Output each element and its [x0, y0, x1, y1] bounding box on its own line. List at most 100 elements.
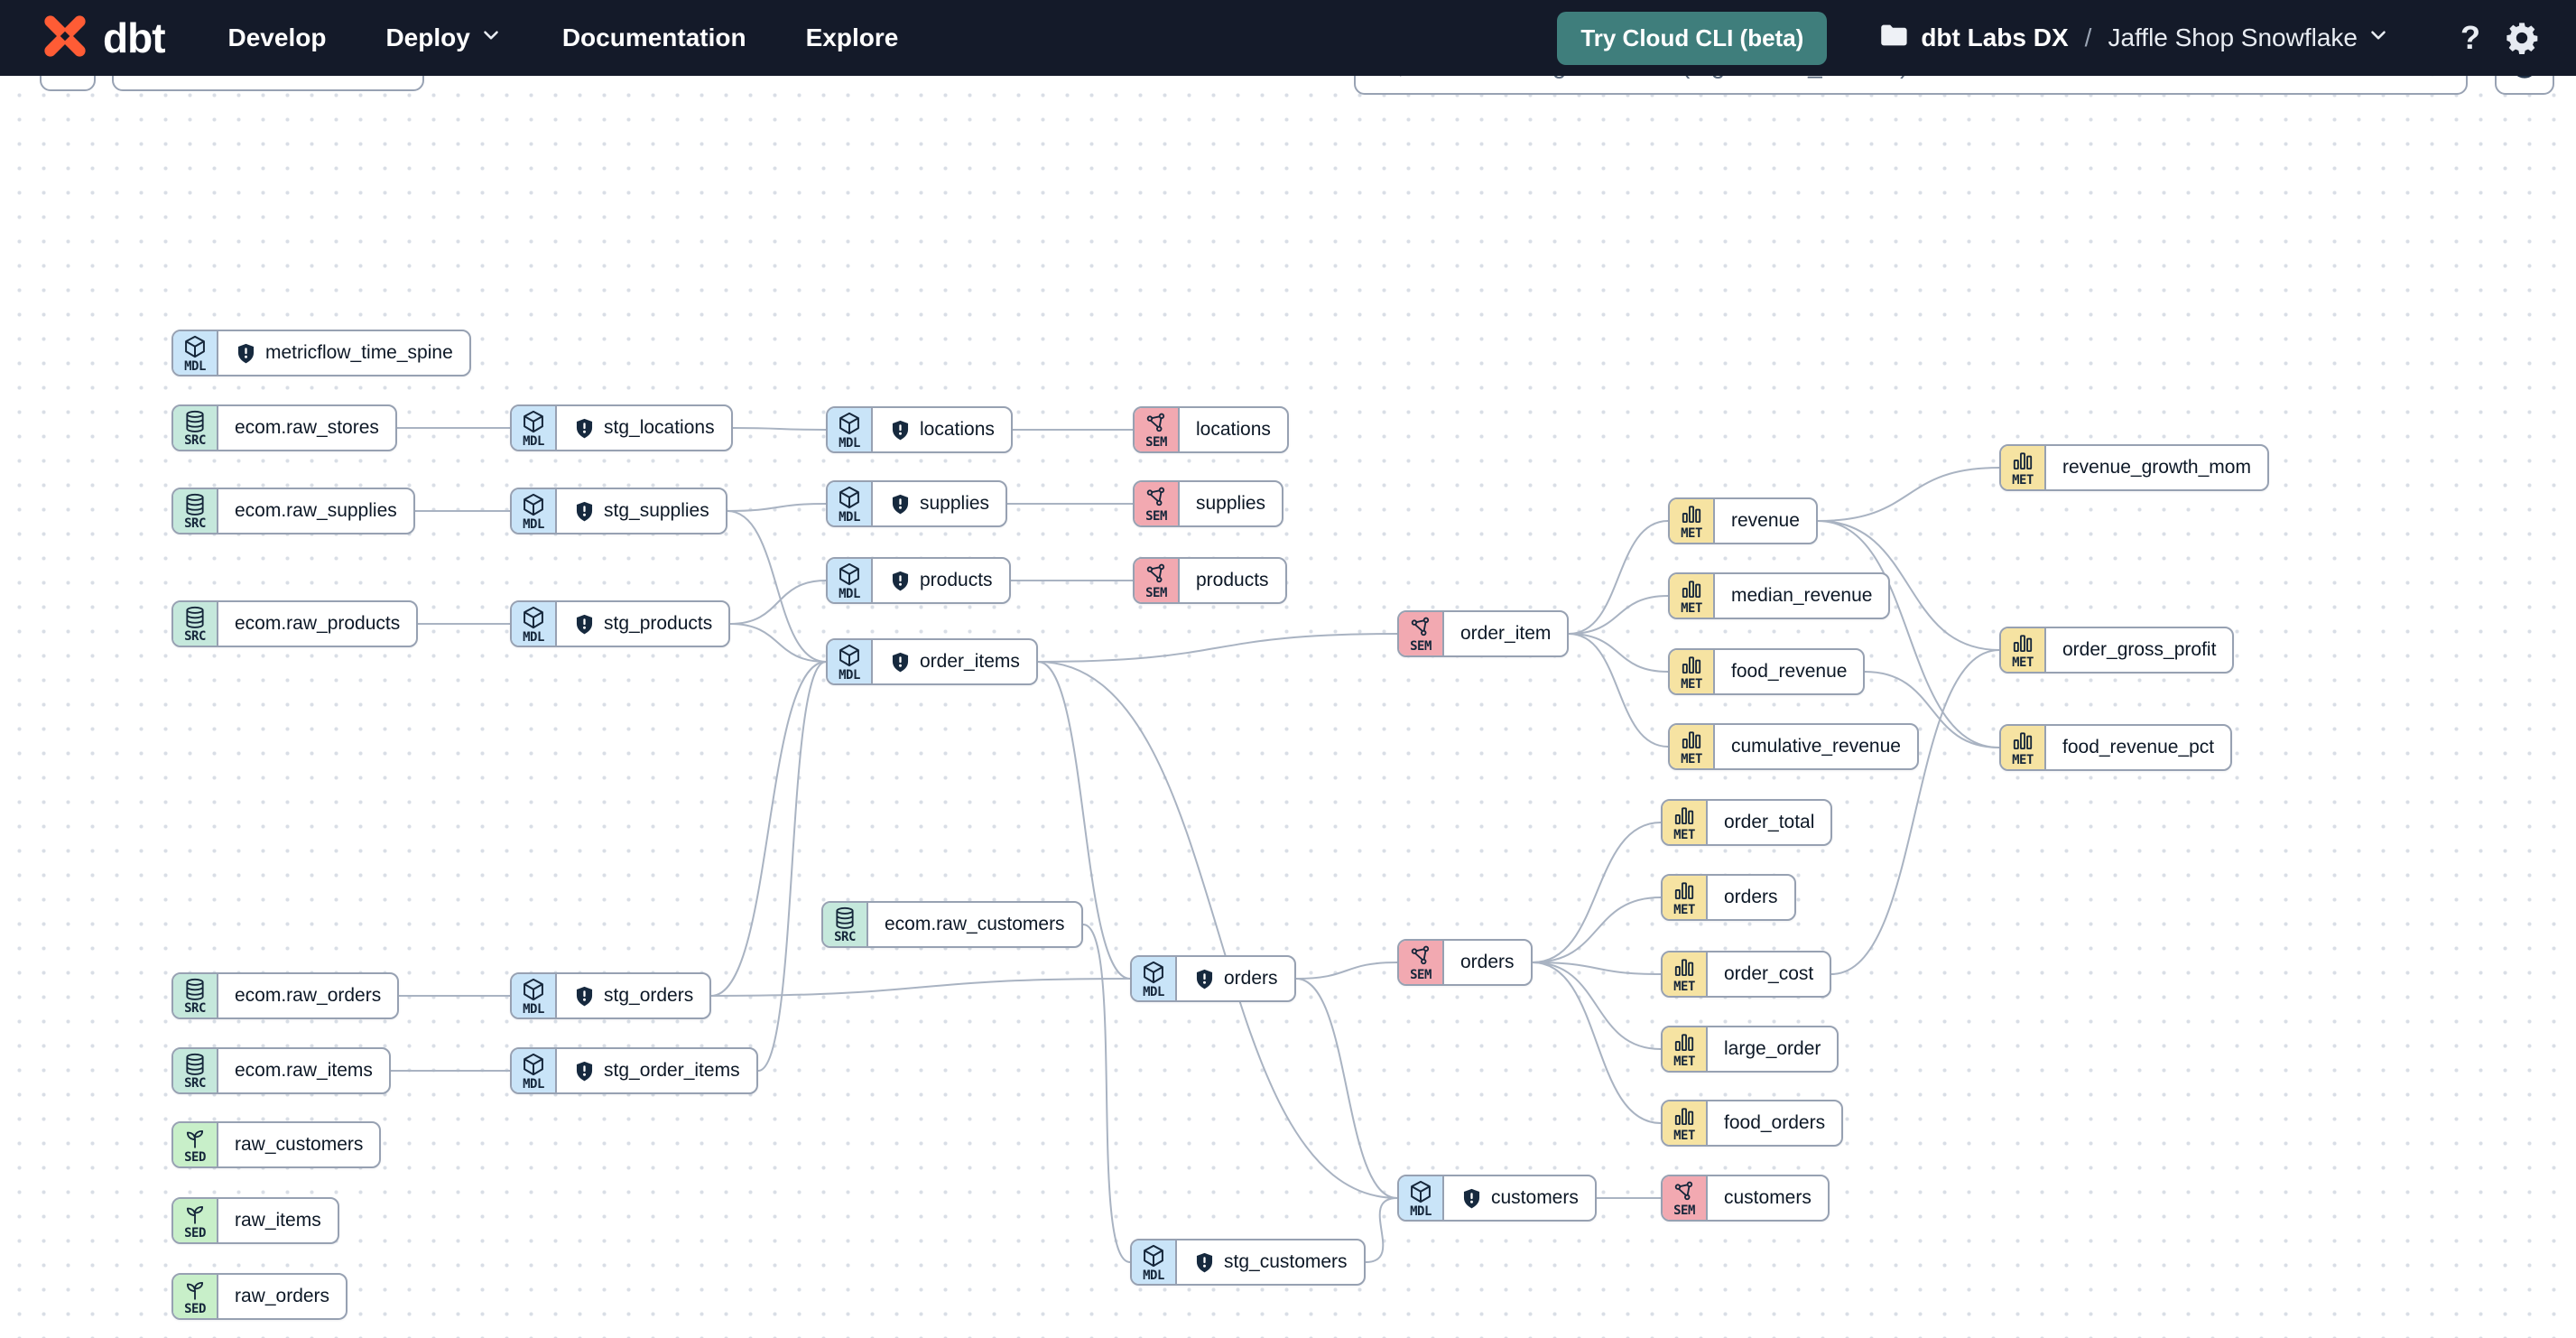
node-stg_orders[interactable]: MDL stg_orders — [510, 972, 712, 1019]
semantic-icon — [1409, 944, 1432, 968]
node-type-badge: SRC — [173, 406, 218, 450]
node-orders_sem[interactable]: SEM orders — [1397, 939, 1533, 986]
node-type-label: MDL — [839, 586, 860, 601]
node-raw_stores_src[interactable]: SRC ecom.raw_stores — [171, 404, 397, 451]
node-raw_customers_src[interactable]: SRC ecom.raw_customers — [821, 901, 1083, 948]
node-order_gross_profit[interactable]: MET order_gross_profit — [1999, 627, 2235, 674]
node-raw_items_sed[interactable]: SED raw_items — [171, 1197, 339, 1244]
node-type-label: SRC — [184, 1000, 206, 1016]
node-orders_mdl[interactable]: MDL orders — [1130, 955, 1296, 1002]
shield-icon — [573, 985, 596, 1008]
node-label: stg_customers — [1224, 1251, 1348, 1272]
project-breadcrumb: dbt Labs DX / Jaffle Shop Snowflake — [1877, 20, 2390, 57]
node-orders_met[interactable]: MET orders — [1661, 874, 1796, 921]
node-label: metricflow_time_spine — [265, 342, 453, 363]
account-name[interactable]: dbt Labs DX — [1877, 20, 2069, 57]
nav-link-explore[interactable]: Explore — [806, 23, 899, 52]
node-stg_order_items[interactable]: MDL stg_order_items — [510, 1047, 758, 1094]
breadcrumb-separator: / — [2084, 23, 2092, 51]
node-type-label: SRC — [184, 628, 206, 644]
node-type-badge: SEM — [1135, 482, 1180, 525]
node-products_mdl[interactable]: MDL products — [826, 557, 1011, 604]
node-raw_items_src[interactable]: SRC ecom.raw_items — [171, 1047, 391, 1094]
node-type-label: MDL — [1410, 1203, 1432, 1219]
shield-icon — [889, 651, 912, 674]
semantic-icon — [1144, 562, 1168, 586]
node-order_cost[interactable]: MET order_cost — [1661, 951, 1832, 998]
node-order_item_sem[interactable]: SEM order_item — [1397, 610, 1570, 657]
node-type-label: MDL — [523, 1076, 544, 1092]
cube-icon — [521, 605, 546, 630]
node-label: order_total — [1724, 812, 1815, 832]
shield-icon — [573, 1060, 596, 1082]
nav-link-documentation[interactable]: Documentation — [562, 23, 746, 52]
node-stg_customers[interactable]: MDL stg_customers — [1130, 1239, 1366, 1286]
cube-icon — [837, 411, 862, 436]
node-raw_customers_sed[interactable]: SED raw_customers — [171, 1121, 382, 1168]
node-type-label: MDL — [523, 433, 544, 449]
node-type-badge: MDL — [828, 482, 873, 525]
node-type-label: MDL — [839, 435, 860, 451]
node-stg_products[interactable]: MDL stg_products — [510, 600, 731, 647]
node-label: cumulative_revenue — [1731, 736, 1901, 757]
node-type-badge: SED — [173, 1199, 218, 1242]
node-label: stg_products — [604, 613, 713, 634]
node-supplies_sem[interactable]: SEM supplies — [1133, 480, 1284, 527]
cube-icon — [1408, 1179, 1433, 1204]
edge-food_revenue-to-food_revenue_pct — [1864, 671, 2000, 748]
node-food_orders[interactable]: MET food_orders — [1661, 1100, 1844, 1147]
project-selector[interactable]: Jaffle Shop Snowflake — [2108, 23, 2390, 53]
shield-icon — [1193, 1251, 1216, 1274]
help-button[interactable]: ? — [2460, 19, 2480, 57]
edge-orders_sem-to-orders_met — [1532, 897, 1662, 963]
node-stg_locations[interactable]: MDL stg_locations — [510, 404, 733, 451]
metric-icon — [1673, 879, 1696, 903]
node-customers_sem[interactable]: SEM customers — [1661, 1175, 1830, 1222]
metric-icon — [2011, 450, 2034, 473]
node-raw_orders_src[interactable]: SRC ecom.raw_orders — [171, 972, 400, 1019]
node-label: ecom.raw_customers — [885, 914, 1065, 934]
node-cumulative_revenue[interactable]: MET cumulative_revenue — [1668, 723, 1919, 770]
node-type-badge: MDL — [828, 408, 873, 451]
node-type-label: MET — [1673, 827, 1695, 842]
nav-link-develop[interactable]: Develop — [228, 23, 327, 52]
node-type-badge: MDL — [1132, 1240, 1177, 1284]
node-food_revenue_pct[interactable]: MET food_revenue_pct — [1999, 724, 2233, 771]
node-raw_products_src[interactable]: SRC ecom.raw_products — [171, 600, 419, 647]
node-large_order[interactable]: MET large_order — [1661, 1026, 1839, 1073]
node-label: order_gross_profit — [2062, 639, 2217, 660]
node-locations_sem[interactable]: SEM locations — [1133, 406, 1289, 453]
node-food_revenue[interactable]: MET food_revenue — [1668, 648, 1866, 695]
try-cloud-cli-button[interactable]: Try Cloud CLI (beta) — [1557, 11, 1828, 65]
node-type-label: MET — [1681, 751, 1702, 767]
lineage-canvas[interactable]: MDL metricflow_time_spine SRC ecom.raw_stor… — [0, 76, 2576, 1338]
metric-icon — [1673, 1105, 1696, 1129]
chevron-down-icon — [479, 23, 503, 53]
node-customers_mdl[interactable]: MDL customers — [1397, 1175, 1597, 1222]
node-revenue[interactable]: MET revenue — [1668, 497, 1818, 544]
node-label: stg_locations — [604, 417, 715, 438]
node-order_items[interactable]: MDL order_items — [826, 638, 1038, 685]
node-stg_supplies[interactable]: MDL stg_supplies — [510, 488, 727, 534]
node-supplies_mdl[interactable]: MDL supplies — [826, 480, 1008, 527]
database-icon — [833, 906, 857, 930]
node-products_sem[interactable]: SEM products — [1133, 557, 1287, 604]
node-metricflow_time_spine[interactable]: MDL metricflow_time_spine — [171, 330, 471, 376]
nav-link-label: Documentation — [561, 23, 746, 51]
help-icon: ? — [2460, 19, 2480, 56]
node-label: food_revenue — [1731, 661, 1848, 682]
node-locations_mdl[interactable]: MDL locations — [826, 406, 1013, 453]
node-label: ecom.raw_supplies — [235, 500, 397, 521]
node-type-label: MET — [2012, 655, 2034, 670]
shield-icon — [889, 570, 912, 592]
node-revenue_growth_mom[interactable]: MET revenue_growth_mom — [1999, 444, 2269, 491]
node-type-label: SRC — [184, 516, 206, 531]
node-median_revenue[interactable]: MET median_revenue — [1668, 572, 1891, 619]
node-order_total[interactable]: MET order_total — [1661, 799, 1833, 846]
node-raw_supplies_src[interactable]: SRC ecom.raw_supplies — [171, 488, 415, 534]
settings-button[interactable] — [2504, 20, 2540, 56]
dbt-logo[interactable]: dbt — [36, 7, 166, 70]
nav-link-deploy[interactable]: Deploy — [385, 23, 502, 53]
node-label: raw_customers — [235, 1134, 364, 1155]
node-raw_orders_sed[interactable]: SED raw_orders — [171, 1273, 348, 1320]
